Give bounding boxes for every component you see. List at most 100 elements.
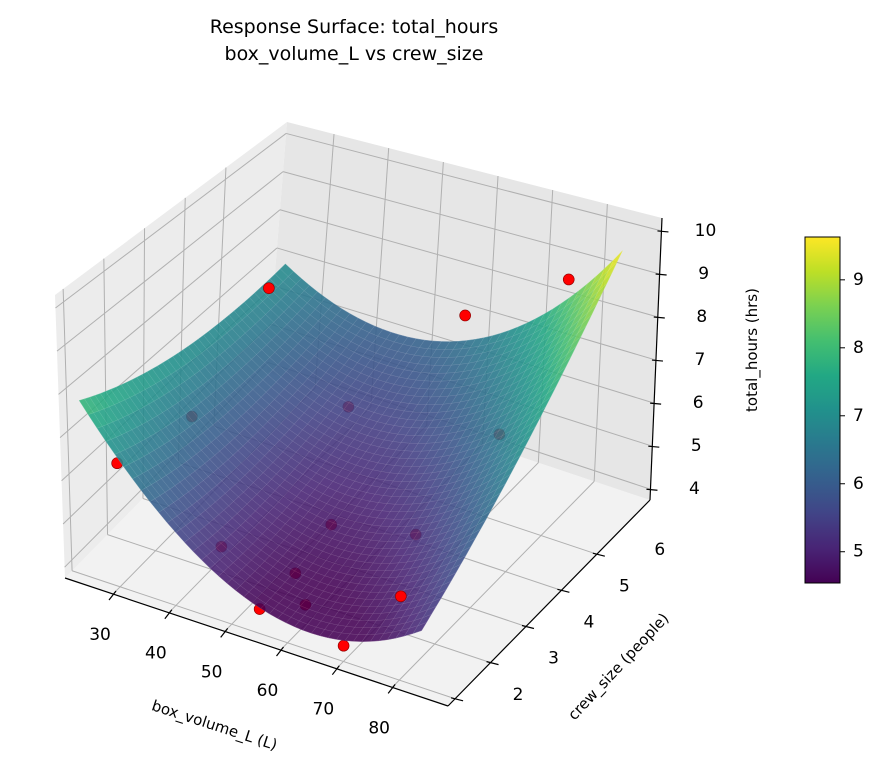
surface-mesh-line	[353, 308, 554, 642]
surface-mesh-line	[188, 346, 526, 490]
surface-mesh-line	[311, 330, 510, 634]
colorbar-ticks: 5 6 7 8 9	[840, 270, 864, 562]
surface-mesh-line	[141, 308, 342, 491]
surface-mesh-line	[79, 263, 286, 401]
y-tick-label: 3	[548, 649, 559, 669]
surface-mesh-line	[100, 393, 442, 614]
left-grid-z	[56, 171, 284, 352]
y-tick-label: 5	[619, 576, 630, 596]
x-tick-label: 30	[89, 625, 111, 645]
z-tick-label: 10	[695, 221, 717, 241]
surface-mesh-line	[184, 329, 383, 543]
z-tick	[651, 359, 664, 362]
y-axis-label: crew_size (people)	[564, 609, 673, 724]
z-axis-label: total_hours (hrs)	[743, 288, 762, 412]
left-grid-z	[55, 133, 287, 309]
surface-mesh-line	[395, 276, 597, 639]
chart-title-line-2: box_volume_L vs crew_size	[225, 43, 484, 65]
z-tick	[648, 445, 660, 448]
surface-mesh-line	[269, 278, 608, 366]
y-tick	[557, 588, 570, 593]
surface-mesh-line	[193, 342, 531, 482]
y-tick	[486, 661, 499, 666]
colorbar-tick-label: 6	[853, 474, 864, 494]
data-point	[562, 273, 575, 286]
surface-mesh-line	[264, 283, 602, 374]
surface-mesh-line	[404, 268, 606, 637]
surface-mesh-line	[167, 359, 506, 520]
z-tick-label: 8	[696, 307, 707, 327]
data-point	[459, 309, 471, 322]
surface-mesh-line	[141, 374, 481, 557]
surface-mesh-line	[84, 398, 427, 635]
surface-mesh-line	[89, 397, 432, 628]
y-tick	[521, 624, 535, 630]
surface-mesh-line	[132, 303, 334, 480]
x-tick-label: 60	[257, 681, 279, 701]
y-tick-label: 4	[584, 612, 595, 632]
surface-mesh-line	[280, 261, 618, 350]
surface-mesh-line	[114, 291, 318, 455]
colorbar-tick-label: 9	[853, 270, 864, 290]
colorbar	[804, 236, 841, 584]
surface-mesh-line	[228, 314, 567, 429]
z-tick-label: 6	[693, 393, 704, 413]
surface-mesh-line	[218, 338, 417, 577]
z-tick	[655, 273, 667, 276]
surface-mesh-line	[213, 327, 551, 452]
surface-patch	[78, 398, 94, 415]
y-tick	[592, 552, 605, 557]
surface-mesh-line	[208, 331, 546, 460]
data-point	[395, 590, 407, 603]
x-tick-label: 40	[145, 644, 167, 664]
z-tick	[646, 488, 658, 491]
x-axis-label: box_volume_L (L)	[149, 696, 279, 755]
back-grid-x	[593, 203, 608, 482]
surface-mesh-line	[328, 322, 528, 638]
surface-mesh-line	[201, 334, 400, 561]
back-grid-z	[276, 247, 657, 361]
z-tick-label: 9	[698, 264, 709, 284]
y-axis-line	[447, 499, 651, 707]
y-tick	[450, 697, 464, 702]
points-above-surface	[263, 273, 575, 603]
z-tick	[653, 316, 665, 319]
x-tick-label: 80	[368, 718, 390, 738]
z-tick	[657, 230, 669, 233]
back-grid-z	[282, 171, 660, 275]
x-tick	[164, 609, 173, 620]
y-tick-label: 6	[654, 540, 665, 560]
surface-mesh-line	[157, 365, 496, 535]
surface-mesh-line	[254, 292, 592, 390]
surface-mesh-line	[177, 353, 516, 505]
surface-mesh-line	[260, 341, 459, 609]
surface-mesh-line	[126, 382, 466, 579]
surface-mesh-line	[172, 356, 511, 513]
surface-mesh-line	[235, 340, 434, 591]
response-surface	[78, 250, 623, 642]
x-tick	[276, 646, 284, 657]
surface-mesh-line	[285, 337, 485, 623]
z-axis-line	[649, 217, 663, 501]
surface-mesh-line	[152, 368, 491, 542]
x-tick	[331, 665, 340, 676]
x-tick	[387, 683, 396, 694]
data-point	[337, 639, 350, 652]
surface-mesh-line	[158, 317, 359, 513]
y-tick-label: 2	[513, 685, 524, 705]
surface-mesh-line	[192, 332, 392, 552]
floor-grid-x	[391, 480, 595, 688]
back-grid-z	[285, 132, 662, 232]
surface-mesh-line	[78, 400, 422, 642]
x-tick	[220, 627, 229, 638]
surface-mesh-line	[105, 391, 447, 607]
left-grid-z	[58, 209, 281, 395]
surface-mesh-line	[182, 349, 521, 498]
colorbar-tick-label: 7	[853, 406, 864, 426]
surface-mesh-line	[97, 278, 302, 429]
surface-mesh-line	[252, 341, 451, 604]
surface-mesh-line	[149, 313, 351, 502]
surface-mesh-line	[88, 271, 294, 415]
